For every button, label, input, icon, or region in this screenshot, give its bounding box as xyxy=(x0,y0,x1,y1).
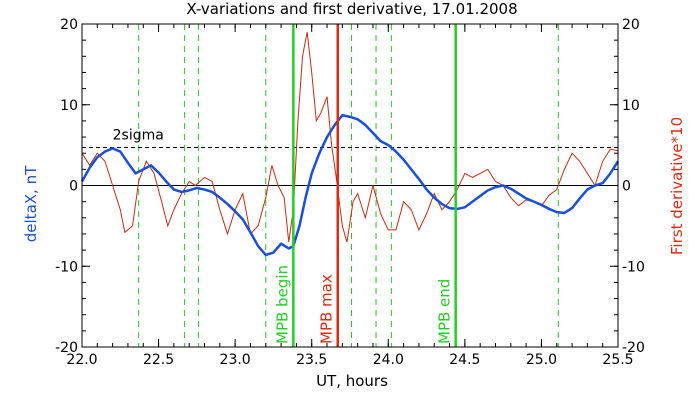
marker-label: MPB max xyxy=(318,274,336,344)
plot-area: 2sigma MPB begin MPB max MPB end 22.0 22.5 23.… xyxy=(55,17,645,368)
marker-label: MPB end xyxy=(436,279,454,344)
y-tick-label-right: 0 xyxy=(622,179,631,195)
x-tick-label: 25.0 xyxy=(526,352,557,368)
y-tick-label-right: -20 xyxy=(622,340,645,356)
chart-title: X-variations and first derivative, 17.01… xyxy=(186,0,517,18)
x-tick-label: 23.5 xyxy=(296,352,327,368)
x-tick-label: 24.0 xyxy=(373,352,404,368)
y-tick-label-left: 0 xyxy=(69,179,78,195)
y-tick-label-right: -10 xyxy=(622,259,645,275)
marker-label: MPB begin xyxy=(273,265,291,344)
y-tick-label-left: -20 xyxy=(55,340,78,356)
threshold-label: 2sigma xyxy=(113,128,164,144)
y-tick-label-left: -10 xyxy=(55,259,78,275)
y-tick-label-left: 10 xyxy=(60,98,78,114)
y-tick-label-right: 20 xyxy=(622,17,640,33)
y-axis-label-left: deltaX, nT xyxy=(22,165,40,242)
derivative-line xyxy=(81,31,619,243)
y-axis-label-right: First derivative*10 xyxy=(668,117,686,255)
x-tick-label: 22.0 xyxy=(66,352,97,368)
x-tick-label: 22.5 xyxy=(143,352,174,368)
x-tick-label: 24.5 xyxy=(449,352,480,368)
y-tick-label-left: 20 xyxy=(60,17,78,33)
x-tick-label: 23.0 xyxy=(220,352,251,368)
y-tick-label-right: 10 xyxy=(622,98,640,114)
deltax-line xyxy=(80,113,620,257)
x-axis-label: UT, hours xyxy=(316,372,388,390)
x-tick-label: 25.5 xyxy=(602,352,633,368)
